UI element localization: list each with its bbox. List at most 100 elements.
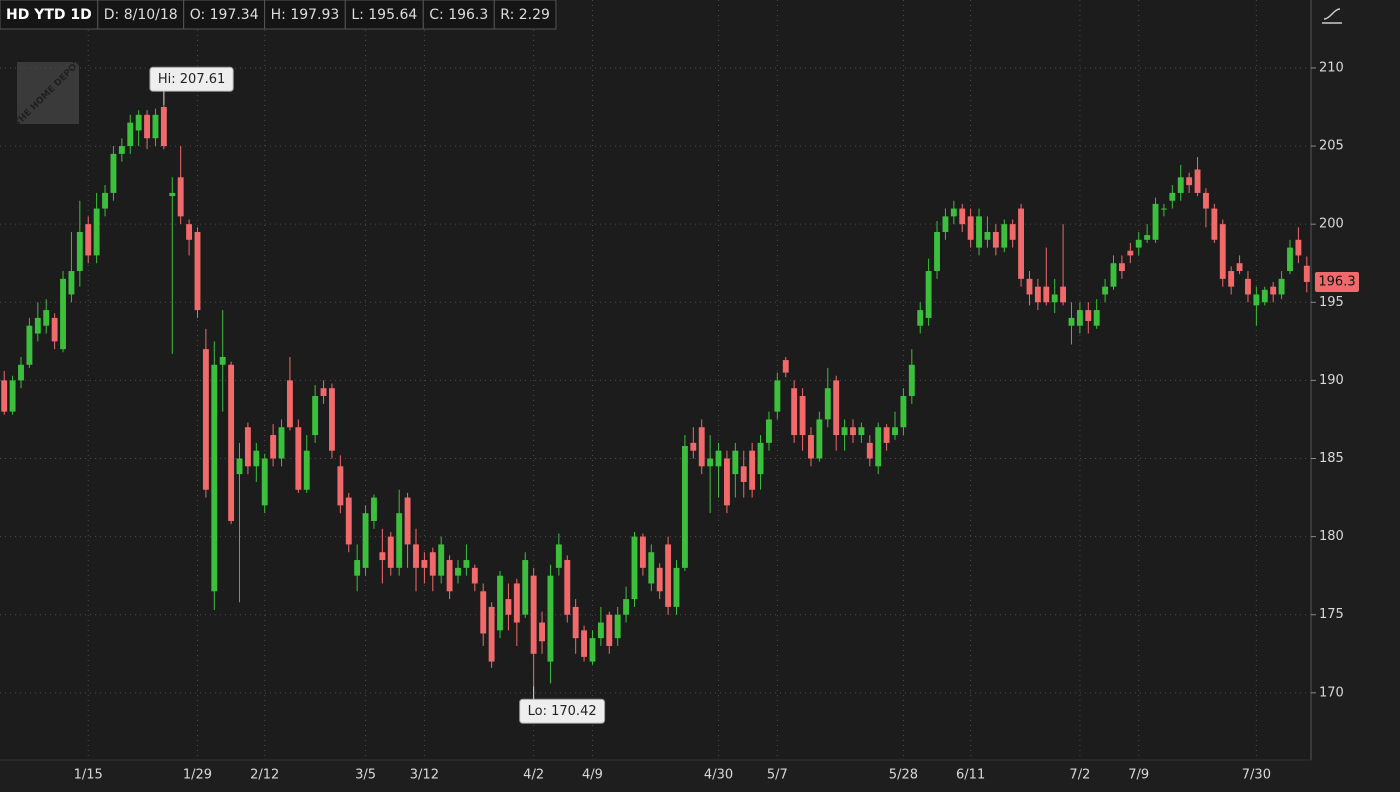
callout: Lo: 170.42 xyxy=(519,686,606,724)
candle-body xyxy=(925,271,932,318)
candle-body xyxy=(194,231,201,311)
info-cell-box xyxy=(344,0,424,30)
candle-body xyxy=(698,427,705,467)
candle-body xyxy=(118,146,125,154)
candle-body xyxy=(1194,169,1201,193)
candle-body xyxy=(1228,271,1235,287)
candle-body xyxy=(51,317,58,342)
candle-body xyxy=(1245,278,1251,295)
candle-body xyxy=(396,513,403,568)
candle-body xyxy=(749,450,756,490)
candle-body xyxy=(446,560,453,592)
candle-body xyxy=(278,427,285,459)
candle-body xyxy=(337,466,344,506)
candle-body xyxy=(992,231,999,248)
x-tick-label: 4/9 xyxy=(582,768,603,783)
candle-body xyxy=(1110,263,1117,287)
y-tick-label: 175 xyxy=(1319,607,1344,622)
candle-body xyxy=(1018,208,1025,279)
candle-body xyxy=(85,224,92,256)
candle-body xyxy=(152,114,159,139)
candle-body xyxy=(320,388,327,397)
info-cell: L: 195.64 xyxy=(344,0,424,30)
candle-body xyxy=(589,638,596,662)
candle-body xyxy=(387,536,394,568)
candle-body xyxy=(1270,286,1277,295)
candle-body xyxy=(1211,208,1218,240)
candle-body xyxy=(656,567,663,592)
candle-body xyxy=(34,317,41,334)
info-cell: H: 197.93 xyxy=(264,0,346,30)
candle-body xyxy=(1043,286,1050,303)
candle-body xyxy=(244,427,251,467)
candle-body xyxy=(261,458,268,506)
x-tick-label: 1/15 xyxy=(74,768,103,783)
y-tick-label: 170 xyxy=(1319,685,1344,700)
settings-icon[interactable] xyxy=(1318,4,1346,28)
candle-body xyxy=(883,427,890,443)
x-tick-label: 7/2 xyxy=(1069,768,1090,783)
last-price-tag xyxy=(1315,271,1359,292)
info-cell: C: 196.3 xyxy=(422,0,495,30)
candle-body xyxy=(1051,294,1058,303)
candle-body xyxy=(908,364,915,397)
candle-body xyxy=(312,396,319,436)
logo-box xyxy=(17,62,79,124)
x-tick-label: 7/30 xyxy=(1242,768,1271,783)
candle-body xyxy=(505,599,512,615)
candle-body xyxy=(404,497,411,545)
callout-box xyxy=(519,698,606,724)
y-tick-label: 180 xyxy=(1319,529,1344,544)
candle-body xyxy=(539,622,545,642)
candle-body xyxy=(597,622,604,639)
candle-body xyxy=(1001,224,1008,248)
candle-body xyxy=(631,536,638,600)
candle-body xyxy=(547,575,554,662)
candle-body xyxy=(875,427,882,467)
info-text: R: 2.29 xyxy=(500,7,550,23)
candle-body xyxy=(186,224,193,240)
x-tick-label: 2/12 xyxy=(250,768,279,783)
candle-body xyxy=(732,450,739,475)
candle-body xyxy=(236,458,243,475)
candle-body xyxy=(438,544,445,576)
candle-body xyxy=(900,396,907,428)
info-cell-box xyxy=(493,0,557,30)
candle-body xyxy=(455,567,461,576)
candle-body xyxy=(1135,239,1142,248)
candle-body xyxy=(917,310,924,326)
x-tick-label: 5/7 xyxy=(767,768,788,783)
candle-body xyxy=(471,567,478,584)
candle-body xyxy=(488,606,495,662)
candle-body xyxy=(799,396,806,436)
candle-body xyxy=(950,208,957,217)
callout-text: Hi: 207.61 xyxy=(158,72,225,87)
candle-body xyxy=(26,325,33,365)
candle-body xyxy=(959,208,966,225)
candle-body xyxy=(102,192,108,209)
info-cell: O: 197.34 xyxy=(183,0,266,30)
candle-body xyxy=(984,231,991,240)
candle-body xyxy=(1,380,8,412)
candle-body xyxy=(1009,224,1016,240)
candle-body xyxy=(967,216,974,240)
candle-body xyxy=(841,427,848,436)
candle-body xyxy=(1219,224,1226,279)
candle-body xyxy=(110,153,117,193)
candle-body xyxy=(144,114,151,139)
candle-body xyxy=(850,427,856,436)
candle-body xyxy=(1144,235,1151,240)
candle-body xyxy=(1295,239,1302,256)
candle-body xyxy=(480,591,487,634)
candle-body xyxy=(1102,286,1109,295)
candle-body xyxy=(43,310,50,326)
candle-body xyxy=(740,466,747,482)
info-cell-box xyxy=(97,0,185,30)
candle-body xyxy=(1034,286,1041,303)
last-price-label: 196.3 xyxy=(1318,274,1355,289)
candle-body xyxy=(581,630,588,657)
info-cell-box xyxy=(183,0,266,30)
candle-body xyxy=(1152,203,1159,240)
candle-body xyxy=(564,560,571,615)
